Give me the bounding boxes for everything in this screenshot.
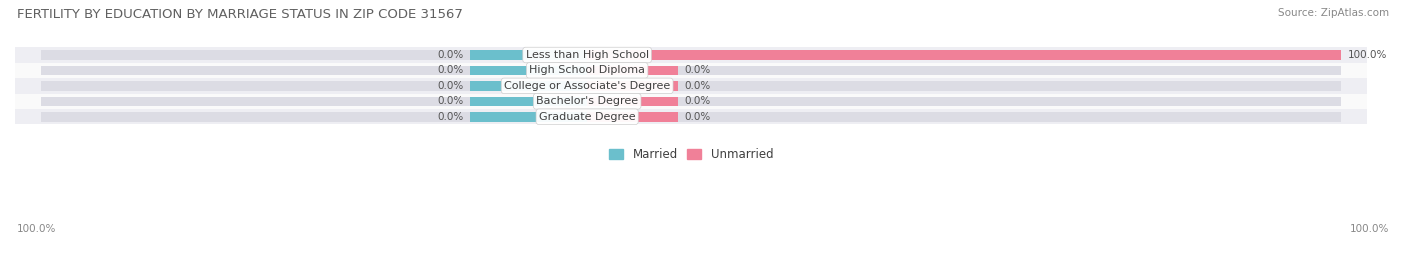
Text: 0.0%: 0.0% <box>437 112 464 122</box>
Text: 0.0%: 0.0% <box>685 81 711 91</box>
Text: Less than High School: Less than High School <box>526 50 648 60</box>
Bar <box>41 50 588 60</box>
Bar <box>15 109 1368 125</box>
Bar <box>588 97 678 106</box>
Text: FERTILITY BY EDUCATION BY MARRIAGE STATUS IN ZIP CODE 31567: FERTILITY BY EDUCATION BY MARRIAGE STATU… <box>17 8 463 21</box>
Bar <box>588 50 1341 60</box>
Bar <box>588 66 1341 75</box>
Bar <box>41 112 588 122</box>
Text: 0.0%: 0.0% <box>437 65 464 75</box>
Text: High School Diploma: High School Diploma <box>529 65 645 75</box>
Bar <box>41 97 588 106</box>
Bar <box>588 50 1341 60</box>
Text: 0.0%: 0.0% <box>437 81 464 91</box>
Bar <box>41 81 588 91</box>
Text: 0.0%: 0.0% <box>437 50 464 60</box>
Text: 0.0%: 0.0% <box>685 112 711 122</box>
Bar <box>588 112 1341 122</box>
Text: College or Associate's Degree: College or Associate's Degree <box>503 81 671 91</box>
Bar <box>588 81 678 91</box>
Text: 0.0%: 0.0% <box>685 96 711 106</box>
Text: 100.0%: 100.0% <box>17 224 56 234</box>
Bar <box>470 50 588 60</box>
Bar <box>588 66 678 75</box>
Text: Graduate Degree: Graduate Degree <box>538 112 636 122</box>
Text: 0.0%: 0.0% <box>685 65 711 75</box>
Bar <box>470 66 588 75</box>
Bar <box>470 112 588 122</box>
Text: 100.0%: 100.0% <box>1348 50 1388 60</box>
Bar <box>41 66 588 75</box>
Bar <box>588 112 678 122</box>
Text: 0.0%: 0.0% <box>437 96 464 106</box>
Bar <box>15 94 1368 109</box>
Bar <box>470 81 588 91</box>
Bar <box>588 97 1341 106</box>
Text: Source: ZipAtlas.com: Source: ZipAtlas.com <box>1278 8 1389 18</box>
Bar <box>15 78 1368 94</box>
Text: Bachelor's Degree: Bachelor's Degree <box>536 96 638 106</box>
Bar <box>15 47 1368 63</box>
Legend: Married, Unmarried: Married, Unmarried <box>609 148 773 161</box>
Bar <box>15 63 1368 78</box>
Bar <box>470 97 588 106</box>
Text: 100.0%: 100.0% <box>1350 224 1389 234</box>
Bar <box>588 81 1341 91</box>
